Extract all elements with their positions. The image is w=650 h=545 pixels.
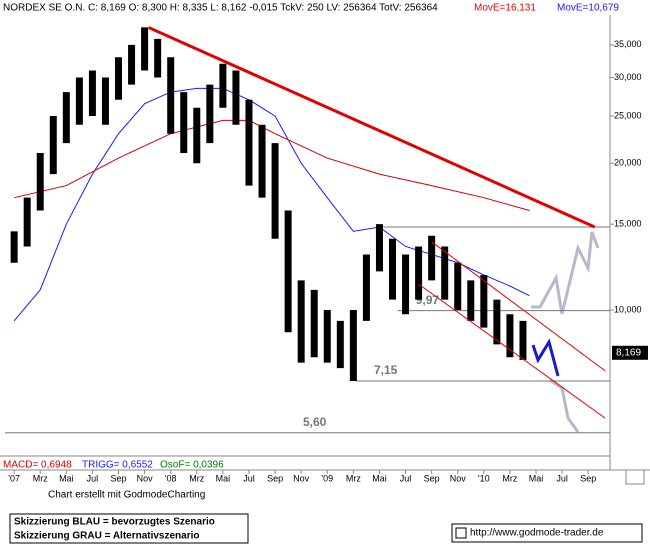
indicator-trigg: TRIGG= 0,6552 <box>82 460 153 471</box>
url[interactable]: http://www.godmode-trader.de <box>470 528 604 539</box>
x-tick-label: Mrz <box>33 473 48 483</box>
legend-line: Skizzierung GRAU = Alternativszenario <box>14 531 200 542</box>
url-box[interactable] <box>451 523 643 543</box>
last-price-label: 8,169 <box>616 347 641 358</box>
trend-line <box>431 241 606 372</box>
x-tick-label: Sep <box>111 473 127 483</box>
x-tick-label: Mrz <box>346 473 361 483</box>
indicator-osof: OsoF= 0,0396 <box>160 460 224 471</box>
last-price-box <box>612 345 648 360</box>
moving-average <box>13 87 530 322</box>
x-tick-label: Mai <box>529 473 544 483</box>
x-tick-label: Nov <box>137 473 154 483</box>
x-tick-label: '09 <box>321 473 333 483</box>
x-tick-label: Jul <box>243 473 255 483</box>
x-tick-label: Mrz <box>189 473 204 483</box>
x-tick-label: Mai <box>372 473 387 483</box>
blue-arrow <box>531 338 560 377</box>
x-tick-label: Nov <box>293 473 310 483</box>
y-tick-label: 10,000 <box>614 304 642 314</box>
x-tick-label: Sep <box>580 473 596 483</box>
x-tick-label: Jul <box>87 473 99 483</box>
y-tick-label: 25,000 <box>614 110 642 120</box>
x-tick-label: '08 <box>165 473 177 483</box>
y-tick-label: 35,000 <box>614 39 642 49</box>
gray-arrow-down <box>549 378 580 433</box>
x-tick-label: '10 <box>478 473 490 483</box>
y-tick-label: 30,000 <box>614 72 642 82</box>
legend-line: Skizzierung BLAU = bevorzugtes Szenario <box>14 517 215 528</box>
logo <box>625 469 645 485</box>
credit: Chart erstellt mit GodmodeCharting <box>48 490 205 501</box>
trend-line <box>418 283 606 419</box>
trend-line <box>147 26 596 229</box>
level-label: 7,15 <box>374 363 398 377</box>
url-icon <box>455 527 467 539</box>
legend-box <box>9 513 249 544</box>
y-tick-label: 20,000 <box>614 158 642 168</box>
header-ma-red: MovE=16,131 <box>474 3 536 14</box>
header-ma-blue: MovE=10,679 <box>557 3 619 14</box>
y-tick-label: 15,000 <box>614 219 642 229</box>
indicator-macd: MACD= 0,6948 <box>3 460 72 471</box>
x-tick-label: Sep <box>267 473 283 483</box>
level-label: 5,60 <box>303 415 327 429</box>
x-tick-label: '07 <box>8 473 20 483</box>
x-tick-label: Jul <box>556 473 568 483</box>
header: NORDEX SE O.N. C: 8,169 O: 8,300 H: 8,33… <box>3 3 438 14</box>
gray-arrow-up <box>531 231 600 315</box>
x-tick-label: Nov <box>450 473 467 483</box>
x-tick-label: Mai <box>216 473 231 483</box>
x-tick-label: Mrz <box>502 473 517 483</box>
x-tick-label: Sep <box>424 473 440 483</box>
x-tick-label: Mai <box>59 473 74 483</box>
x-tick-label: Jul <box>400 473 412 483</box>
